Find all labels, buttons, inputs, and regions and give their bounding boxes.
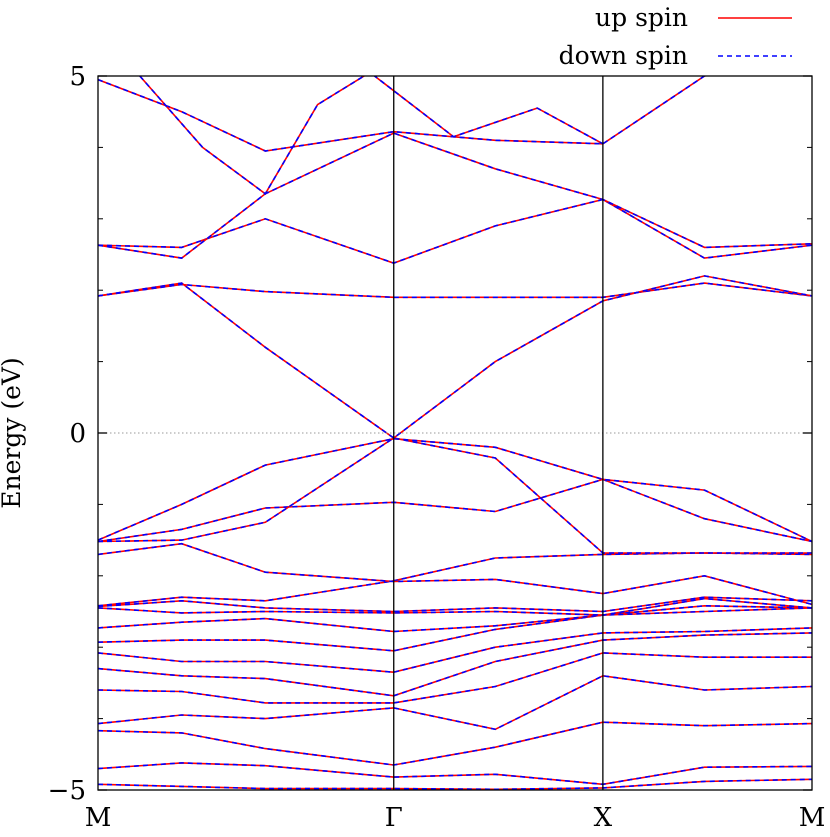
band-down-4	[98, 652, 812, 704]
band-up-1	[98, 762, 812, 786]
legend: up spin down spin	[559, 3, 792, 70]
band-down-17	[98, 275, 812, 439]
band-up-16	[98, 282, 812, 299]
band-up-10	[98, 596, 812, 613]
x-tick-label-0: M	[85, 803, 112, 833]
band-down-18	[98, 198, 812, 264]
y-tick-label-0: −5	[48, 776, 86, 806]
band-up-3	[98, 674, 812, 731]
band-up-2	[98, 721, 812, 766]
band-up-9	[98, 597, 812, 616]
y-tick-label-1: 0	[69, 419, 86, 449]
band-down-19	[98, 132, 812, 259]
band-down-3	[98, 674, 812, 731]
band-down-9	[98, 597, 812, 616]
band-down-20	[98, 76, 711, 152]
band-up-21	[139, 76, 604, 195]
y-axis-label: Energy (eV)	[0, 357, 26, 509]
band-down-21	[139, 76, 604, 195]
band-up-7	[98, 604, 812, 652]
band-down-12	[98, 542, 812, 606]
band-up-5	[98, 632, 812, 697]
band-up-14	[98, 437, 812, 554]
band-down-15	[98, 437, 812, 543]
x-tick-label-2: X	[594, 803, 613, 833]
band-up-13	[98, 478, 812, 543]
x-tick-label-3: M	[799, 803, 826, 833]
band-up-4	[98, 652, 812, 704]
band-up-19	[98, 132, 812, 259]
legend-label-1: down spin	[559, 41, 688, 70]
band-down-16	[98, 282, 812, 299]
legend-label-0: up spin	[595, 3, 688, 32]
band-down-13	[98, 478, 812, 543]
band-down-0	[98, 778, 812, 790]
y-tick-label-2: 5	[69, 62, 86, 92]
band-up-17	[98, 275, 812, 439]
axes-layer: −5 0 5 M Γ X M	[48, 62, 826, 833]
bands-layer	[98, 76, 812, 790]
band-down-2	[98, 721, 812, 766]
band-up-18	[98, 198, 812, 264]
band-down-5	[98, 632, 812, 697]
x-tick-label-1: Γ	[385, 803, 403, 833]
band-down-6	[98, 627, 812, 674]
band-up-8	[98, 607, 812, 633]
